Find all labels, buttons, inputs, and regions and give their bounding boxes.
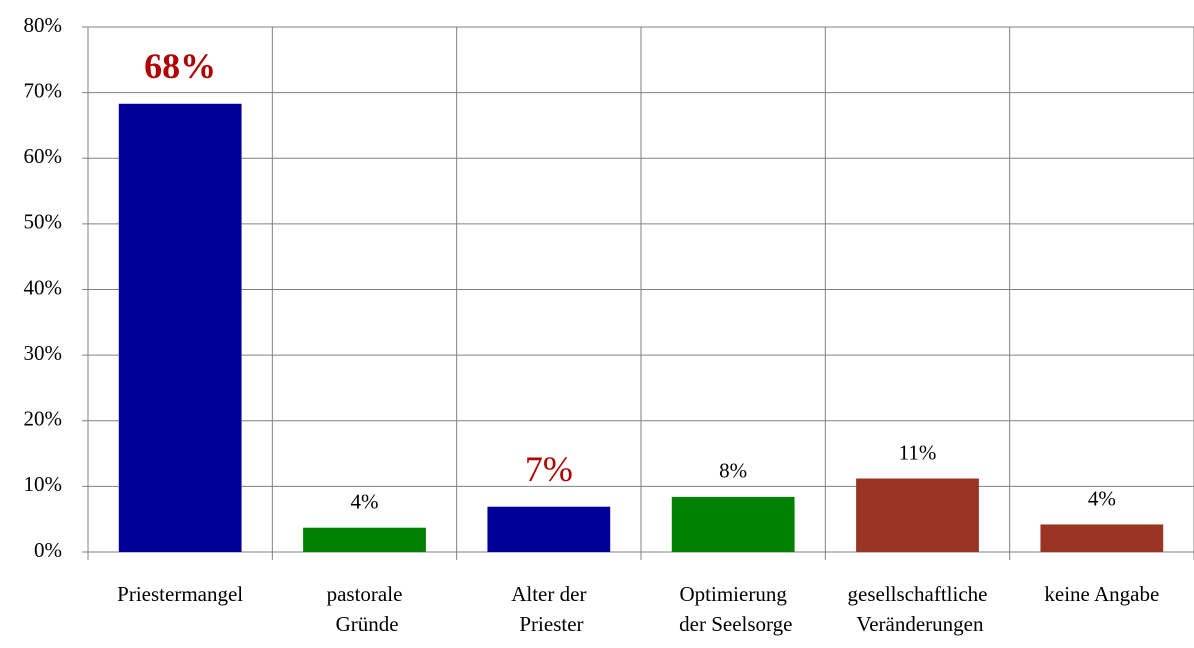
y-tick-label: 60% bbox=[24, 144, 63, 168]
y-tick-label: 80% bbox=[24, 13, 63, 37]
y-tick-label: 30% bbox=[24, 341, 63, 365]
y-tick-label: 70% bbox=[24, 78, 63, 102]
value-label: 4% bbox=[1088, 486, 1116, 510]
x-tick-label: keine Angabe bbox=[1044, 582, 1159, 606]
y-tick-label: 50% bbox=[24, 210, 63, 234]
y-tick-label: 0% bbox=[34, 538, 62, 562]
y-tick-label: 40% bbox=[24, 275, 63, 299]
x-tick-label: Optimierung der Seelsorge bbox=[674, 582, 793, 636]
bar bbox=[856, 478, 979, 552]
value-label: 4% bbox=[351, 490, 379, 514]
y-tick-label: 10% bbox=[24, 472, 63, 496]
x-tick-label: Alter der Priester bbox=[511, 582, 586, 636]
bar bbox=[118, 103, 242, 552]
x-tick-label: Priestermangel bbox=[117, 582, 243, 606]
x-tick-label: pastorale Gründe bbox=[327, 582, 403, 636]
value-label: 8% bbox=[719, 459, 747, 483]
x-tick-label: gesellschaftliche Veränderungen bbox=[848, 582, 988, 636]
bar bbox=[1040, 524, 1164, 552]
bar bbox=[303, 527, 426, 552]
value-label: 11% bbox=[899, 440, 937, 464]
y-tick-label: 20% bbox=[24, 407, 63, 431]
value-label: 68% bbox=[144, 46, 216, 86]
bar bbox=[487, 506, 611, 552]
bar bbox=[671, 496, 795, 552]
value-label: 7% bbox=[525, 449, 573, 489]
